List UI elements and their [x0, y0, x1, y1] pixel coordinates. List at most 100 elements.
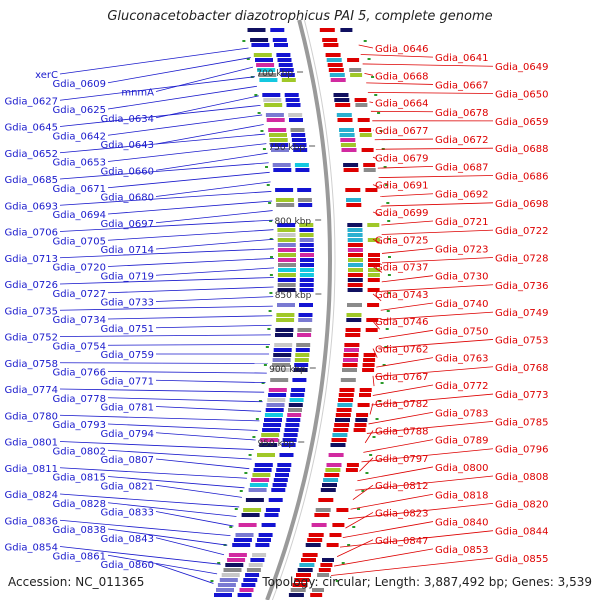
gene-feature	[278, 268, 296, 272]
gene-label-left: Gdia_0671	[53, 184, 106, 195]
leader-line	[155, 95, 259, 119]
leader-line	[372, 348, 378, 358]
gene-label-left: Gdia_0861	[53, 551, 106, 562]
gene-feature	[278, 63, 293, 67]
leader-line	[369, 403, 374, 415]
gene-feature	[348, 253, 363, 257]
gene-feature	[258, 73, 277, 77]
gene-feature	[368, 258, 380, 262]
gene-feature	[368, 268, 380, 272]
gene-feature	[347, 283, 363, 287]
gene-feature	[254, 463, 273, 467]
gene-feature	[255, 543, 270, 547]
gene-feature	[268, 388, 287, 392]
minor-tick	[244, 472, 248, 474]
gene-label-right: Gdia_0785	[495, 417, 548, 428]
gene-feature	[319, 28, 335, 32]
gene-feature	[263, 423, 282, 427]
gene-feature	[253, 53, 272, 57]
gene-feature	[275, 198, 294, 202]
gene-feature	[278, 253, 296, 257]
gene-feature	[329, 73, 345, 77]
minor-tick	[260, 130, 264, 132]
minor-tick	[229, 526, 233, 528]
gene-feature	[305, 543, 321, 547]
gene-label-right: Gdia_0808	[495, 472, 548, 483]
gene-feature	[284, 93, 299, 97]
leader-line	[59, 388, 265, 393]
gene-feature	[329, 533, 342, 537]
gene-feature	[318, 568, 331, 572]
leader-line	[361, 448, 494, 463]
gene-label-right: Gdia_0723	[435, 244, 488, 255]
gene-feature	[241, 583, 256, 587]
gene-label-right: Gdia_0728	[495, 253, 548, 264]
summary-text: Topology: circular; Length: 3,887,492 bp…	[262, 575, 592, 589]
gene-feature	[280, 73, 295, 77]
minor-tick	[210, 580, 214, 582]
gene-feature	[248, 563, 263, 567]
gene-feature	[272, 38, 287, 42]
gene-feature	[332, 433, 348, 437]
gene-feature	[277, 228, 296, 232]
gene-label-right: Gdia_0698	[495, 199, 548, 210]
gene-feature	[367, 288, 380, 292]
leader-line	[376, 357, 434, 368]
gene-feature	[341, 148, 357, 152]
leader-line	[155, 124, 264, 145]
gene-feature	[279, 68, 294, 72]
gene-feature	[275, 473, 289, 477]
gene-label-left: Gdia_0794	[101, 429, 154, 440]
gene-feature	[367, 303, 380, 307]
leader-line	[107, 200, 273, 215]
gene-label-right: Gdia_0853	[435, 545, 488, 556]
gene-label-right: Gdia_0688	[495, 144, 548, 155]
gene-feature	[323, 43, 339, 47]
minor-tick	[361, 490, 365, 492]
gene-feature	[237, 593, 252, 597]
gene-feature	[298, 203, 313, 207]
gene-feature	[284, 428, 299, 432]
minor-tick	[269, 256, 273, 258]
gene-feature	[366, 318, 379, 322]
gene-label-left: Gdia_0733	[101, 298, 154, 309]
gene-feature	[342, 368, 357, 372]
leader-line	[339, 530, 494, 548]
gene-feature	[276, 468, 291, 472]
minor-tick	[257, 112, 261, 114]
minor-tick	[375, 418, 379, 420]
gene-feature	[368, 253, 380, 257]
gene-feature	[249, 483, 268, 487]
minor-tick	[239, 490, 243, 492]
gene-feature	[289, 118, 303, 122]
gene-feature	[293, 368, 308, 372]
leader-line	[357, 466, 434, 482]
leader-line	[107, 286, 274, 294]
gene-feature	[327, 63, 343, 67]
gene-feature	[348, 258, 363, 262]
gene-feature	[277, 223, 296, 227]
gene-label-left: Gdia_0727	[53, 289, 106, 300]
gene-feature	[346, 463, 359, 467]
gene-feature	[293, 148, 308, 152]
gene-feature	[270, 378, 289, 382]
gene-feature	[340, 138, 356, 142]
gene-feature	[266, 118, 285, 122]
gene-feature	[278, 258, 296, 262]
gene-feature	[339, 133, 355, 137]
leader-line	[59, 191, 272, 206]
gene-label-right: Gdia_0783	[435, 408, 488, 419]
gene-label-right: Gdia_0668	[375, 71, 428, 82]
gene-label-right: Gdia_0768	[495, 363, 548, 374]
gene-label-left: Gdia_0660	[101, 166, 154, 177]
gene-label-right: Gdia_0773	[495, 390, 548, 401]
gene-feature	[361, 148, 374, 152]
gene-label-left: Gdia_0625	[53, 105, 106, 116]
gene-label-right: Gdia_0691	[375, 181, 428, 192]
gene-label-left: Gdia_0780	[5, 411, 58, 422]
gene-feature	[307, 538, 323, 542]
gene-feature	[299, 223, 314, 227]
gene-feature	[359, 133, 372, 137]
leader-line	[107, 371, 267, 374]
